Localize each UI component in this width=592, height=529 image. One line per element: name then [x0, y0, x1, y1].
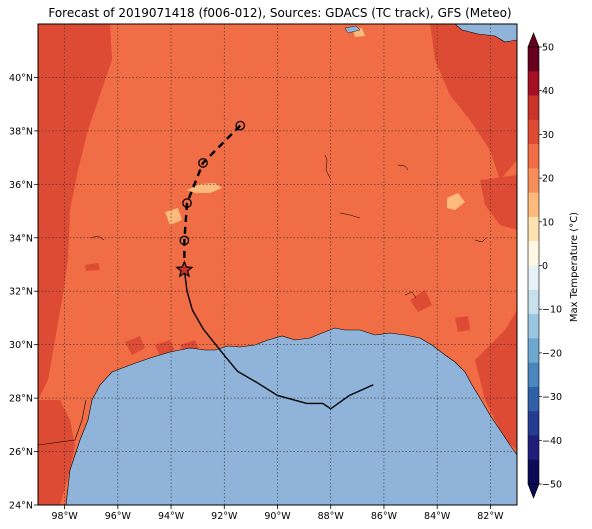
current-position-star: [175, 260, 194, 278]
hot-patch-7: [455, 316, 470, 332]
colorbar-tick-label: 40: [542, 86, 554, 97]
colorbar-segment: [528, 386, 539, 412]
lat-tick-label: 36°N: [9, 180, 33, 191]
lon-tick-label: 84°W: [424, 511, 451, 522]
track-forecast: [183, 124, 242, 270]
colorbar-tick-label: −10: [542, 305, 562, 316]
colorbar-tick-label: 30: [542, 130, 554, 141]
lake-north: [344, 25, 361, 34]
track-observed: [183, 269, 374, 410]
hot-region-southwest: [38, 400, 75, 505]
map-area[interactable]: [38, 24, 517, 505]
hot-patch-3: [125, 336, 145, 355]
lat-tick-label: 30°N: [9, 340, 33, 351]
colorbar-extend-top: [527, 32, 540, 48]
river-1: [324, 154, 331, 179]
colorbar-segment: [528, 71, 539, 96]
hot-patch-east: [480, 175, 517, 230]
lon-tick-label: 88°W: [318, 511, 345, 522]
cool-patch-3: [447, 193, 465, 210]
colorbar-segment: [528, 314, 539, 339]
lat-tick-label: 34°N: [9, 233, 33, 244]
border-mexico: [38, 399, 87, 446]
lat-tick-label: 28°N: [9, 394, 33, 405]
river-4: [404, 291, 417, 299]
lon-tick-label: 86°W: [371, 511, 398, 522]
colorbar-tick-label: 50: [542, 43, 554, 54]
colorbar-segment: [528, 362, 539, 388]
colorbar-segment: [528, 265, 539, 291]
hot-patch-6: [410, 290, 432, 312]
colorbar-tick-label: −40: [542, 436, 562, 447]
lon-tick-label: 98°W: [51, 511, 78, 522]
cool-patch-2: [165, 208, 182, 225]
lon-tick-label: 96°W: [105, 511, 132, 522]
colorbar-tick-label: −20: [542, 348, 562, 359]
river-5: [89, 235, 105, 241]
colorbar-tick-label: 0: [542, 261, 548, 272]
river-2: [339, 212, 361, 219]
colorbar-tick-label: 20: [542, 174, 554, 185]
hot-region-west: [38, 24, 112, 400]
colorbar: 50 40 30 20 10 0 −10 −20 −30 −40 −50: [527, 32, 562, 499]
lat-tick-label: 38°N: [9, 126, 33, 137]
hot-region-florida: [475, 310, 517, 450]
colorbar-label: Max Temperature (°C): [569, 212, 580, 322]
cyclone-track: [175, 120, 374, 410]
colorbar-segment: [528, 241, 539, 266]
forecast-point-marker: [198, 158, 208, 168]
colorbar-segment: [528, 411, 539, 436]
colorbar-segment: [528, 119, 539, 145]
colorbar-extend-bottom: [527, 483, 540, 499]
colorbar-segment: [528, 216, 539, 242]
colorbar-segment: [528, 435, 539, 461]
river-3: [397, 164, 409, 171]
colorbar-segment: [528, 459, 539, 485]
lon-tick-label: 92°W: [211, 511, 238, 522]
lat-tick-label: 24°N: [9, 501, 33, 512]
hot-patch-2: [85, 263, 100, 271]
colorbar-segment: [528, 95, 539, 121]
colorbar-tick-label: −30: [542, 392, 562, 403]
colorbar-segment: [528, 289, 539, 315]
cool-patch-1: [187, 183, 222, 193]
lat-tick-label: 40°N: [9, 73, 33, 84]
ocean-gulf: [65, 327, 517, 505]
colorbar-segment: [528, 338, 539, 363]
hot-region-northeast-2: [470, 24, 517, 110]
hot-patch-1: [95, 44, 112, 56]
lat-tick-label: 32°N: [9, 287, 33, 298]
forecast-point-marker: [179, 235, 190, 246]
lon-tick-label: 82°W: [477, 511, 504, 522]
colorbar-segment: [528, 192, 539, 218]
colorbar-segment: [528, 47, 539, 72]
lon-tick-label: 90°W: [264, 511, 291, 522]
map-title: Forecast of 2019071418 (f006-012), Sourc…: [48, 6, 512, 20]
gridlines: [38, 24, 517, 505]
colorbar-segment: [528, 144, 539, 169]
forecast-point-marker: [182, 198, 192, 208]
ocean-northeast: [454, 24, 517, 43]
colorbar-tick-label: 10: [542, 217, 554, 228]
lat-tick-label: 26°N: [9, 447, 33, 458]
lon-tick-label: 94°W: [158, 511, 185, 522]
colorbar-tick-label: −50: [542, 480, 562, 491]
forecast-point-marker: [235, 120, 246, 131]
colorbar-segment: [528, 168, 539, 193]
longitude-ticks: 98°W 96°W 94°W 92°W 90°W 88°W 86°W 84°W 82°W: [51, 505, 504, 522]
latitude-ticks: 24°N 26°N 28°N 30°N 32°N 34°N 36°N 38°N 40°N: [9, 73, 38, 512]
river-6: [474, 237, 487, 243]
